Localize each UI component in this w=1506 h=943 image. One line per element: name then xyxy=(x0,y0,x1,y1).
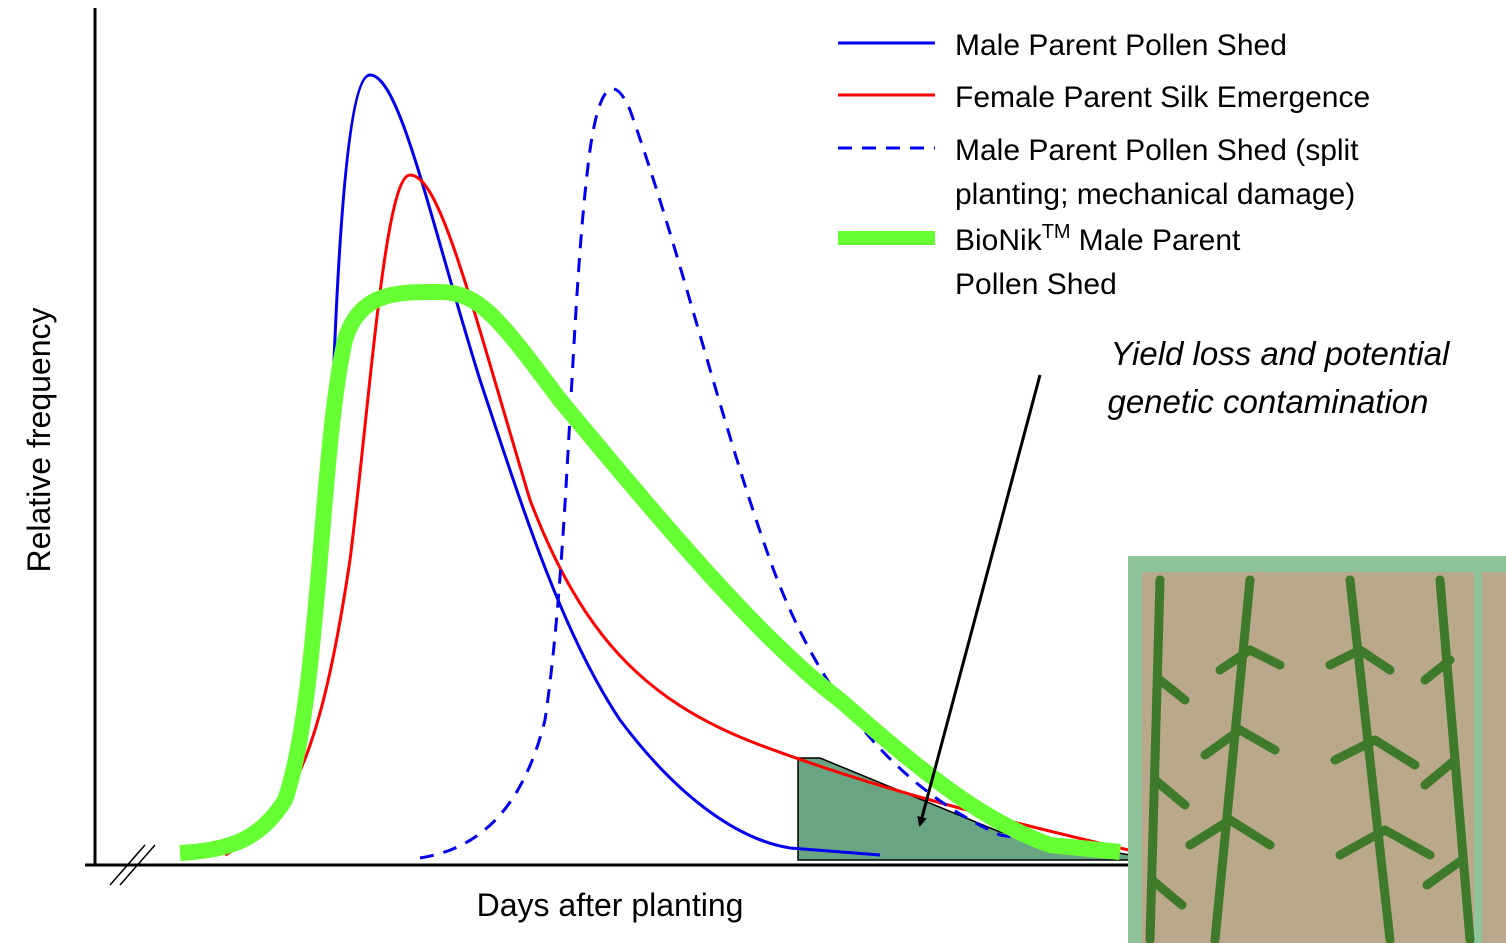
legend-label: Female Parent Silk Emergence xyxy=(955,81,1370,114)
y-axis-label: Relative frequency xyxy=(21,307,57,572)
x-axis-label: Days after planting xyxy=(477,887,744,923)
annotation: genetic contamination xyxy=(1107,383,1428,420)
legend-label: planting; mechanical damage) xyxy=(955,178,1355,211)
field-photo xyxy=(1128,556,1506,943)
page: {"axes": {"y_label": "Relative frequency… xyxy=(0,0,1506,943)
bionik-curve xyxy=(180,292,1120,853)
legend-label: BioNikTM Male Parent xyxy=(955,221,1241,257)
legend-label: Male Parent xyxy=(1079,224,1241,257)
annotation-arrow xyxy=(920,375,1040,825)
legend-label: Pollen Shed xyxy=(955,268,1117,301)
legend-label: BioNik xyxy=(955,224,1043,257)
chart: Male Parent Pollen Shed Female Parent Si… xyxy=(0,0,1506,943)
superscript: TM xyxy=(1042,221,1071,243)
legend-label: Male Parent Pollen Shed (split xyxy=(955,134,1359,167)
annotation: Yield loss and potential xyxy=(1111,335,1451,372)
legend-label: Male Parent Pollen Shed xyxy=(955,29,1287,62)
